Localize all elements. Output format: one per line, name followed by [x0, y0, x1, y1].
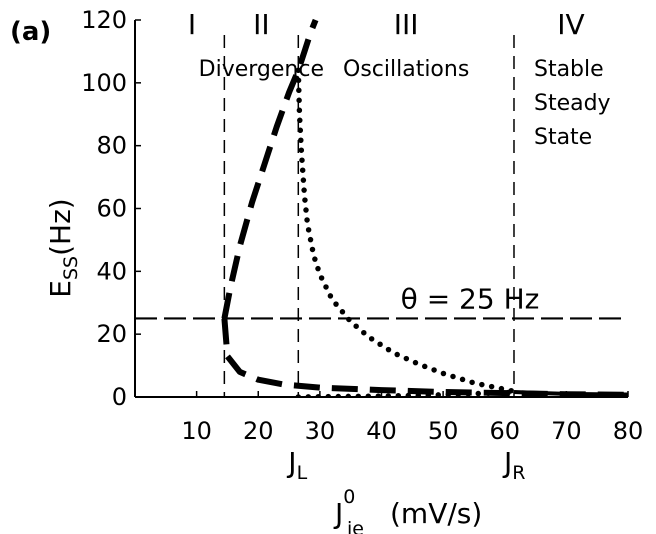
y-axis-label-unit: (Hz) [44, 198, 77, 256]
x-tick-label: 80 [613, 417, 644, 445]
region-description: Divergence [199, 57, 324, 82]
region-numeral: III [394, 8, 419, 41]
x-axis-label-sub: ie [347, 518, 364, 534]
y-tick-label: 120 [81, 6, 127, 34]
region-labels: I IIDivergenceIIIOscillationsIVStableStea… [188, 8, 611, 150]
x-tick-label: 70 [551, 417, 582, 445]
boundary-label: JL [286, 446, 307, 484]
series-4-solid-curve [513, 390, 628, 397]
threshold-line: θ = 25 Hz [135, 282, 628, 320]
y-tick-label: 80 [96, 132, 127, 160]
region-description: Oscillations [343, 57, 469, 82]
region-description: Stable [534, 57, 604, 82]
y-tick-label: 60 [96, 195, 127, 223]
series-group [221, 18, 628, 397]
x-axis-label-sup: 0 [343, 486, 355, 508]
boundary-label-main: J [502, 446, 512, 479]
x-tick-label: 60 [489, 417, 520, 445]
x-tick-label: 50 [428, 417, 459, 445]
series-1-dashed-curve [221, 318, 628, 397]
y-tick-label: 40 [96, 257, 127, 285]
y-axis-label-main: E [44, 280, 77, 298]
series-3-dotted-curve [295, 389, 517, 397]
x-tick-label: 40 [366, 417, 397, 445]
y-tick-label: 20 [96, 320, 127, 348]
region-description: Steady [534, 91, 611, 116]
boundary-label: JR [502, 446, 525, 484]
series-2-dotted-curve [295, 67, 517, 395]
x-tick-label: 20 [243, 417, 274, 445]
axes: 10 20 30 40 50 60 70 80 0 20 40 60 80 100 120 [81, 6, 643, 445]
y-axis-label: ESS(Hz) [44, 198, 82, 297]
region-numeral: IV [557, 8, 584, 41]
boundary-label-main: J [286, 446, 296, 479]
boundary-label-sub: L [297, 462, 308, 484]
y-tick-label: 100 [81, 69, 127, 97]
x-axis-label-main: J [333, 497, 343, 530]
boundary-label-sub: R [512, 462, 525, 484]
x-axis-label-unit: (mV/s) [390, 497, 482, 530]
series-0-dashed-curve [221, 18, 319, 320]
y-axis-label-sub: SS [60, 256, 82, 280]
x-axis-label: J0 ie (mV/s) [333, 486, 482, 534]
y-tick-label: 0 [112, 383, 127, 411]
region-numeral: II [253, 8, 270, 41]
region-numeral: I [188, 8, 196, 41]
x-tick-label: 10 [181, 417, 212, 445]
region-description: State [534, 125, 592, 150]
threshold-label: θ = 25 Hz [401, 282, 540, 315]
x-tick-label: 30 [305, 417, 336, 445]
panel-label: (a) [10, 17, 51, 47]
